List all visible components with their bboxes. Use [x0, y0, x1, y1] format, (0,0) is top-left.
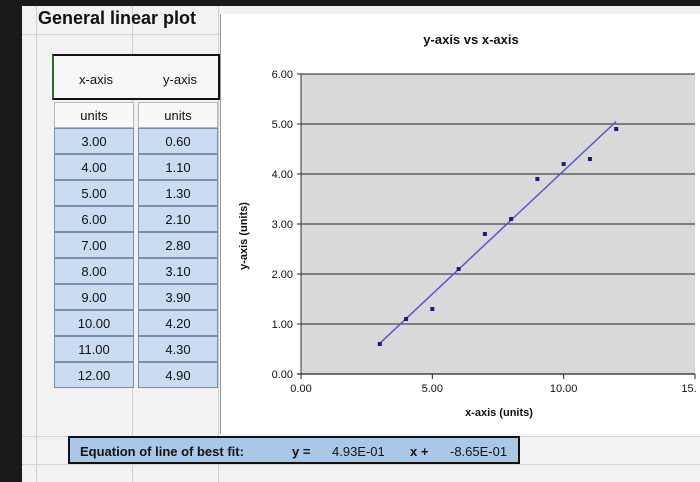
equation-y: y =	[292, 444, 311, 459]
equation-bar[interactable]: Equation of line of best fit: y = 4.93E-…	[68, 436, 520, 464]
x-tick-label: 0.00	[290, 383, 311, 395]
y-value-cell[interactable]: 3.90	[138, 284, 218, 310]
x-tick-label: 5.00	[422, 383, 443, 395]
x-value-cell[interactable]: 6.00	[54, 206, 134, 232]
data-point[interactable]	[430, 307, 435, 311]
x-value-cell[interactable]: 4.00	[54, 154, 134, 180]
y-tick-label: 5.00	[272, 119, 293, 131]
y-axis-label: y-axis (units)	[238, 202, 250, 270]
data-point[interactable]	[509, 217, 514, 221]
y-tick-label: 4.00	[272, 169, 293, 181]
y-value-cell[interactable]: 4.30	[138, 336, 218, 362]
chart-area[interactable]: y-axis vs x-axis 0.00 5.00 10.00 15. 0.00 1.…	[220, 14, 700, 434]
y-tick-label: 6.00	[272, 69, 293, 81]
y-value-cell[interactable]: 1.30	[138, 180, 218, 206]
chart-title: y-axis vs x-axis	[423, 32, 518, 47]
x-tick-label: 10.00	[550, 383, 578, 395]
y-value-cell[interactable]: 1.10	[138, 154, 218, 180]
y-value-cell[interactable]: 4.20	[138, 310, 218, 336]
best-fit-line	[379, 120, 617, 344]
x-value-cell[interactable]: 12.00	[54, 362, 134, 388]
equation-intercept[interactable]: -8.65E-01	[450, 444, 508, 459]
x-tick-label: 15.	[681, 383, 696, 395]
table-header[interactable]: x-axis y-axis	[52, 54, 220, 100]
x-axis-header[interactable]: x-axis	[79, 72, 113, 87]
equation-x-plus: x +	[410, 444, 429, 459]
x-value-cell[interactable]: 9.00	[54, 284, 134, 310]
x-value-cell[interactable]: 11.00	[54, 336, 134, 362]
y-axis-header[interactable]: y-axis	[163, 72, 197, 87]
grid-line	[218, 6, 219, 482]
equation-slope[interactable]: 4.93E-01	[332, 444, 385, 459]
x-value-cell[interactable]: 5.00	[54, 180, 134, 206]
spreadsheet: General linear plot x-axis y-axis units …	[22, 6, 700, 482]
data-point[interactable]	[404, 317, 409, 321]
y-units-cell[interactable]: units	[138, 102, 218, 128]
y-value-cell[interactable]: 2.10	[138, 206, 218, 232]
x-units-cell[interactable]: units	[54, 102, 134, 128]
data-point[interactable]	[587, 157, 592, 161]
y-value-cell[interactable]: 2.80	[138, 232, 218, 258]
y-value-cell[interactable]: 0.60	[138, 128, 218, 154]
scatter-chart: y-axis vs x-axis 0.00 5.00 10.00 15. 0.00 1.…	[238, 32, 697, 419]
y-value-cell[interactable]: 3.10	[138, 258, 218, 284]
y-tick-label: 1.00	[272, 319, 293, 331]
data-point[interactable]	[535, 177, 540, 181]
grid-line	[22, 464, 700, 465]
data-point[interactable]	[561, 162, 566, 166]
y-tick-label: 3.00	[272, 219, 293, 231]
data-point[interactable]	[482, 232, 487, 236]
data-point[interactable]	[614, 127, 619, 131]
x-value-cell[interactable]: 8.00	[54, 258, 134, 284]
grid-line	[36, 6, 37, 482]
data-point[interactable]	[456, 267, 461, 271]
x-value-cell[interactable]: 10.00	[54, 310, 134, 336]
y-value-cell[interactable]: 4.90	[138, 362, 218, 388]
sheet-title: General linear plot	[38, 8, 197, 28]
x-value-cell[interactable]: 3.00	[54, 128, 134, 154]
x-value-cell[interactable]: 7.00	[54, 232, 134, 258]
x-axis-label: x-axis (units)	[465, 407, 533, 419]
data-point[interactable]	[377, 342, 382, 346]
equation-label: Equation of line of best fit:	[80, 444, 244, 459]
y-tick-label: 2.00	[272, 269, 293, 281]
y-tick-label: 0.00	[272, 369, 293, 381]
